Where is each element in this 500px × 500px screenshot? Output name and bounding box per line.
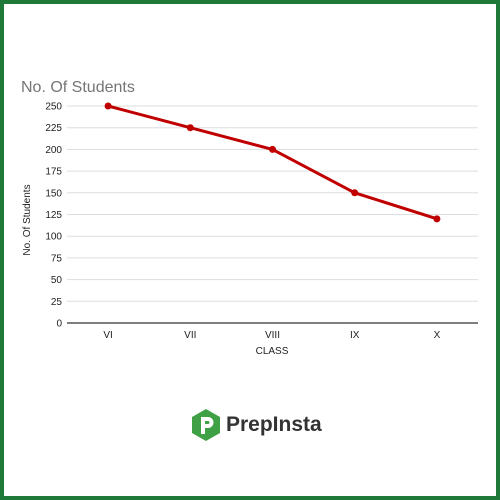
y-tick-label: 50 [51,275,63,286]
y-tick-label: 225 [45,123,62,134]
data-point [351,189,359,197]
x-tick-label: X [434,330,441,341]
y-tick-label: 150 [45,188,62,199]
data-point [433,215,441,223]
data-point [269,145,276,153]
y-tick-label: 125 [45,210,62,221]
brand-name: PrepInsta [226,413,322,436]
x-axis-label: CLASS [256,346,289,357]
gridlines [67,105,478,324]
data-point [186,124,194,132]
y-tick-label: 100 [45,232,62,243]
y-tick-label: 75 [51,253,63,264]
x-tick-labels: VI VII VIII IX X [103,330,440,341]
x-tick-label: VIII [265,330,280,341]
data-point [104,102,112,110]
y-tick-labels: 0 25 50 75 100 125 150 175 200 225 250 [45,102,62,330]
y-tick-label: 200 [45,145,62,156]
y-tick-label: 175 [45,167,62,178]
x-tick-label: IX [350,330,360,341]
y-tick-label: 250 [45,102,62,113]
y-tick-label: 25 [51,297,63,308]
series-line-path [107,104,438,221]
y-tick-label: 0 [56,319,62,330]
y-axis-label: No. Of Students [22,184,33,255]
brand-logo: PrepInsta [192,409,322,441]
prepinsta-logo-icon [192,409,220,441]
chart-title: No. Of Students [21,79,135,96]
x-tick-label: VI [103,330,112,341]
series-line [104,102,441,223]
x-tick-label: VII [184,330,196,341]
